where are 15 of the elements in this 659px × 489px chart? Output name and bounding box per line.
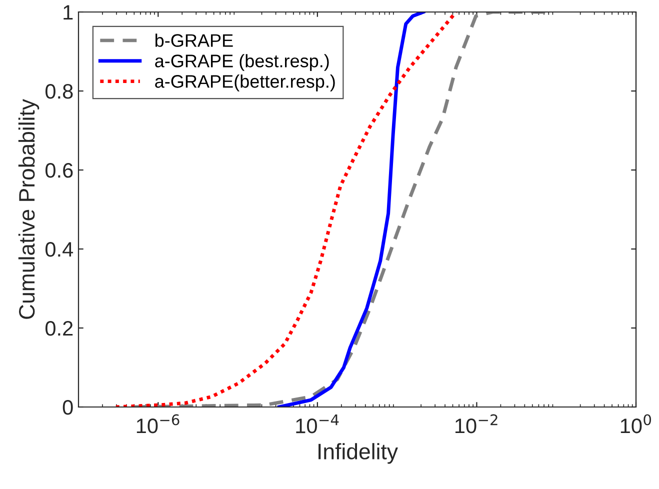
y-tick-label: 0 — [62, 400, 73, 415]
y-tick-label: 0.4 — [45, 242, 74, 257]
y-tick-label: 0.8 — [45, 84, 73, 99]
legend-label: a-GRAPE(better.resp.) — [155, 74, 335, 92]
x-tick-label: 10$^{−2}$ — [455, 414, 498, 434]
legend-label: b-GRAPE — [156, 34, 233, 47]
y-tick-label: 1 — [64, 5, 73, 20]
y-axis-title: Cumulative Probability — [18, 98, 40, 319]
x-tick-label: 10$^{0}$ — [620, 414, 652, 434]
y-tick-label: 0.2 — [45, 321, 73, 336]
x-tick-label: 10$^{−4}$ — [296, 414, 339, 434]
x-tick-label: 10$^{−6}$ — [136, 414, 180, 434]
legend-label: a-GRAPE (best.resp.) — [155, 54, 329, 71]
x-axis-title: Infidelity — [318, 443, 398, 464]
y-tick-label: 0.6 — [45, 163, 73, 178]
